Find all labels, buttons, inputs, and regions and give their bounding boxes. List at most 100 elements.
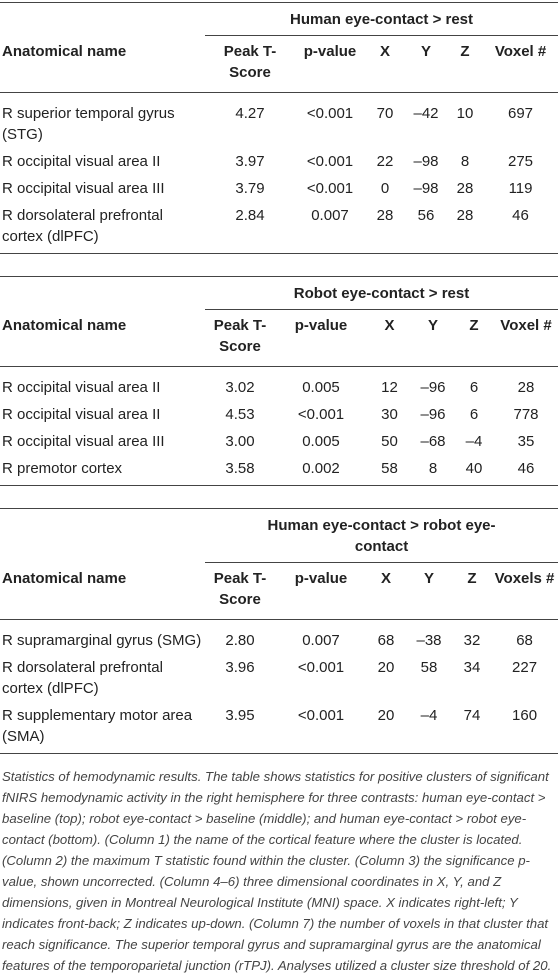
cell: –68: [420, 433, 446, 450]
column-header: Peak T-Score: [205, 562, 275, 620]
tables: Human eye-contact > rest Anatomical name P…: [0, 2, 558, 754]
cell: 2.80: [225, 632, 255, 649]
cell: 275: [508, 153, 534, 170]
cell: R supramarginal gyrus (SMG): [2, 632, 202, 649]
results-table: Human eye-contact > robot eye-contact Ana…: [0, 508, 558, 754]
column-header: p-value: [295, 35, 365, 93]
cell: 40: [465, 460, 483, 477]
column-header: Peak T-Score: [205, 35, 295, 93]
header-row: Anatomical name Peak T-Score p-value X Y Z Vox…: [0, 309, 558, 367]
cell: 0.005: [302, 379, 340, 396]
column-header: Peak T-Score: [205, 309, 275, 367]
cell: –38: [416, 632, 442, 649]
cell: <0.001: [306, 180, 354, 197]
cell: 20: [377, 659, 395, 676]
cell: 32: [463, 632, 481, 649]
blank-cell: [0, 509, 205, 563]
column-header: Y: [405, 35, 447, 93]
cell: –96: [420, 406, 446, 423]
cell: –98: [413, 153, 439, 170]
column-header: Anatomical name: [0, 309, 205, 367]
cell: R dorsolateral prefrontal cortex (dlPFC): [2, 207, 163, 245]
column-header: X: [367, 309, 412, 367]
cell: –96: [420, 379, 446, 396]
cell: 0.005: [302, 433, 340, 450]
cell: 56: [417, 207, 435, 224]
cell: –98: [413, 180, 439, 197]
cell: 227: [512, 659, 538, 676]
data-row: R occipital visual area II 4.53 <0.001 30 –9…: [0, 401, 558, 428]
column-header: p-value: [275, 562, 367, 620]
cell: <0.001: [297, 659, 345, 676]
data-row: R supramarginal gyrus (SMG) 2.80 0.007 68 –3…: [0, 620, 558, 655]
column-header: X: [367, 562, 405, 620]
cell: 0.007: [302, 632, 340, 649]
cell: 8: [428, 460, 438, 477]
cell: 2.84: [235, 207, 265, 224]
column-header: p-value: [275, 309, 367, 367]
table-title-cell: Robot eye-contact > rest: [205, 276, 558, 310]
table-title-cell: Human eye-contact > rest: [205, 2, 558, 36]
cell: –4: [420, 707, 438, 724]
blank-cell: [0, 3, 205, 36]
column-header: Voxel #: [483, 35, 558, 93]
cell: 4.27: [235, 105, 265, 122]
data-row: R occipital visual area III 3.00 0.005 50 –6…: [0, 428, 558, 455]
data-row: R dorsolateral prefrontal cortex (dlPFC)…: [0, 202, 558, 254]
column-header: Y: [405, 562, 453, 620]
header-row: Anatomical name Peak T-Score p-value X Y Z Vox…: [0, 562, 558, 620]
cell: R occipital visual area II: [2, 153, 161, 170]
table-title: Robot eye-contact > rest: [293, 285, 470, 302]
cell: 4.53: [225, 406, 255, 423]
cell: R occipital visual area II: [2, 406, 161, 423]
title-row: Human eye-contact > rest: [0, 2, 558, 36]
cell: <0.001: [306, 153, 354, 170]
cell: 12: [381, 379, 398, 396]
blank-cell: [0, 277, 205, 310]
cell: 0.007: [311, 207, 349, 224]
cell: 10: [456, 105, 474, 122]
table-title-cell: Human eye-contact > robot eye-contact: [205, 508, 558, 563]
data-row: R superior temporal gyrus (STG) 4.27 <0.00…: [0, 93, 558, 149]
cell: 50: [381, 433, 398, 450]
cell: R dorsolateral prefrontal cortex (dlPFC): [2, 659, 163, 697]
cell: –42: [413, 105, 439, 122]
cell: 22: [376, 153, 394, 170]
data-row: R supplementary motor area (SMA) 3.95 <0.0…: [0, 702, 558, 754]
cell: 3.00: [225, 433, 255, 450]
cell: 8: [460, 153, 470, 170]
column-header: Voxel #: [494, 309, 558, 367]
cell: 58: [381, 460, 398, 477]
cell: 3.97: [235, 153, 265, 170]
cell: 68: [516, 632, 533, 649]
cell: 3.58: [225, 460, 255, 477]
cell: –4: [465, 433, 483, 450]
cell: 3.95: [225, 707, 255, 724]
cell: R supplementary motor area (SMA): [2, 707, 193, 745]
results-table: Human eye-contact > rest Anatomical name P…: [0, 2, 558, 254]
title-row: Robot eye-contact > rest: [0, 276, 558, 310]
cell: 20: [377, 707, 395, 724]
data-row: R occipital visual area III 3.79 <0.001 0 –9…: [0, 175, 558, 202]
cell: 778: [513, 406, 539, 423]
data-row: R dorsolateral prefrontal cortex (dlPFC)…: [0, 654, 558, 702]
cell: <0.001: [297, 406, 345, 423]
title-row: Human eye-contact > robot eye-contact: [0, 508, 558, 563]
cell: 46: [512, 207, 529, 224]
header-row: Anatomical name Peak T-Score p-value X Y Z Vox…: [0, 35, 558, 93]
data-row: R premotor cortex 3.58 0.002 58 8 40 46: [0, 455, 558, 486]
cell: 3.02: [225, 379, 255, 396]
column-header: Voxels #: [491, 562, 558, 620]
results-table: Robot eye-contact > rest Anatomical name P…: [0, 276, 558, 486]
cell: 160: [512, 707, 538, 724]
column-header: X: [365, 35, 405, 93]
column-header: Z: [447, 35, 483, 93]
table-title: Human eye-contact > robot eye-contact: [267, 517, 496, 555]
cell: 0.002: [302, 460, 340, 477]
cell: 28: [517, 379, 535, 396]
column-header: Y: [412, 309, 454, 367]
cell: R premotor cortex: [2, 460, 123, 477]
cell: R superior temporal gyrus (STG): [2, 105, 175, 143]
column-header: Z: [454, 309, 494, 367]
